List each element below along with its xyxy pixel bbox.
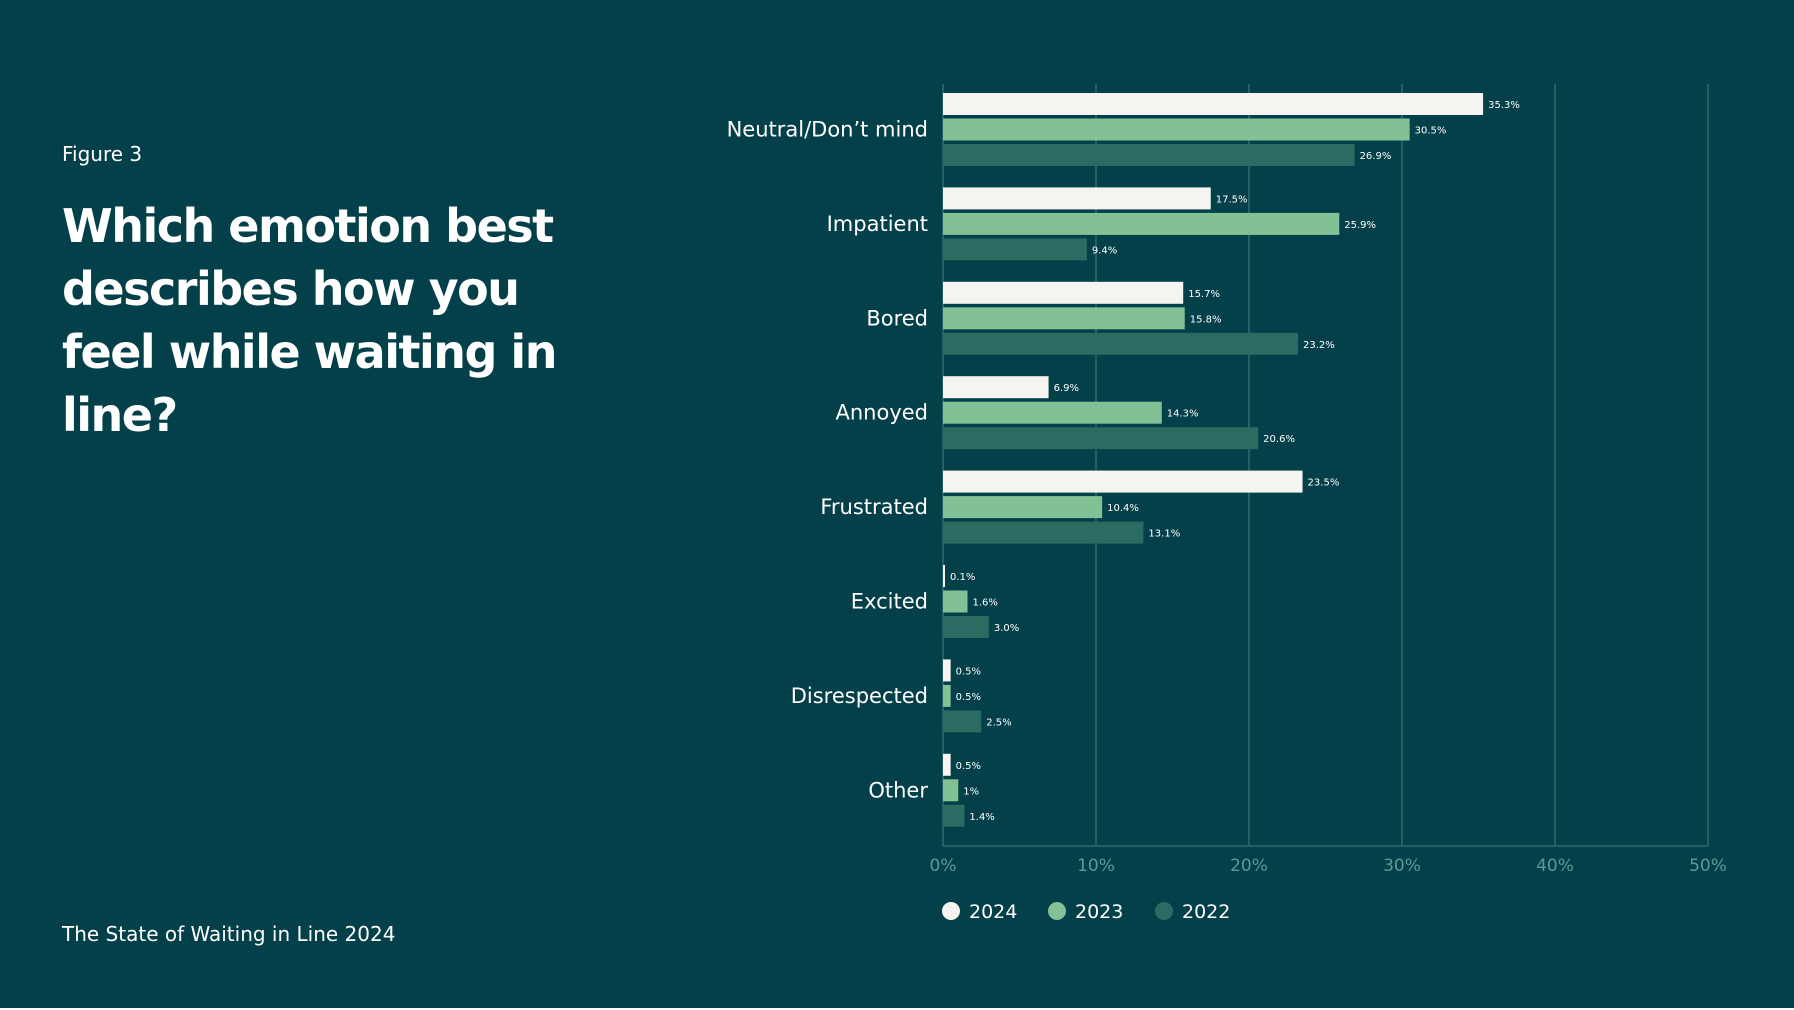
data-label: 2.5% [986,717,1011,728]
data-label: 6.9% [1054,383,1079,394]
x-tick-label: 0% [930,856,957,876]
data-label: 23.2% [1303,340,1335,351]
bar [943,779,959,802]
bar [943,470,1303,493]
bar [943,496,1103,519]
data-label: 15.7% [1188,289,1220,300]
bar [943,401,1162,424]
bar [943,710,982,733]
bar [943,93,1484,115]
legend-marker [942,902,960,920]
data-label: 15.8% [1190,314,1222,325]
category-label: Bored [866,306,928,330]
data-label: 10.4% [1107,503,1139,514]
chart-title: Which emotion best describes how you fee… [62,199,557,442]
data-label: 26.9% [1360,151,1392,162]
bar [943,616,989,638]
data-label: 14.3% [1167,409,1199,420]
bar [943,684,951,707]
data-label: 1.6% [972,598,997,609]
bar [943,212,1340,235]
report-footer: The State of Waiting in Line 2024 [62,922,396,946]
data-label: 3.0% [994,623,1019,634]
bar [943,376,1049,399]
bar [943,521,1144,544]
category-label: Excited [851,590,928,614]
legend-marker [1048,902,1066,920]
data-label: 1.4% [969,812,994,823]
data-label: 0.5% [956,692,981,703]
data-label: 13.1% [1148,529,1180,540]
bar [943,590,968,613]
data-label: 23.5% [1308,478,1340,489]
data-label: 0.5% [956,666,981,677]
data-label: 30.5% [1415,126,1447,137]
figure-label: Figure 3 [62,142,143,166]
data-label: 35.3% [1488,100,1520,111]
category-label: Neutral/Don’t mind [727,118,928,142]
legend-marker [1155,902,1173,920]
bar [943,307,1185,330]
x-tick-label: 30% [1383,856,1421,876]
bar [943,427,1259,450]
bar [943,804,965,827]
bar [943,332,1298,355]
bar [943,187,1211,210]
x-tick-label: 40% [1536,856,1574,876]
data-label: 0.5% [956,761,981,772]
bar [943,144,1355,166]
data-label: 1% [963,786,979,797]
category-label: Annoyed [835,401,928,425]
category-label: Disrespected [791,684,928,708]
x-tick-label: 10% [1077,856,1115,876]
legend-entry: 2024 [969,901,1017,923]
bar [943,753,951,776]
legend-entry: 2023 [1075,901,1123,923]
x-tick-label: 50% [1689,856,1727,876]
category-label: Other [868,778,928,802]
bar [943,565,945,587]
bar [943,118,1410,141]
data-label: 9.4% [1092,245,1117,256]
category-label: Impatient [827,212,928,236]
bar [943,659,951,682]
bar [943,281,1184,304]
data-label: 20.6% [1263,434,1295,445]
bar [943,238,1087,261]
data-label: 17.5% [1216,194,1248,205]
data-label: 25.9% [1344,220,1376,231]
data-label: 0.1% [950,572,975,583]
category-label: Frustrated [820,495,928,519]
legend-entry: 2022 [1182,901,1230,923]
x-tick-label: 20% [1230,856,1268,876]
